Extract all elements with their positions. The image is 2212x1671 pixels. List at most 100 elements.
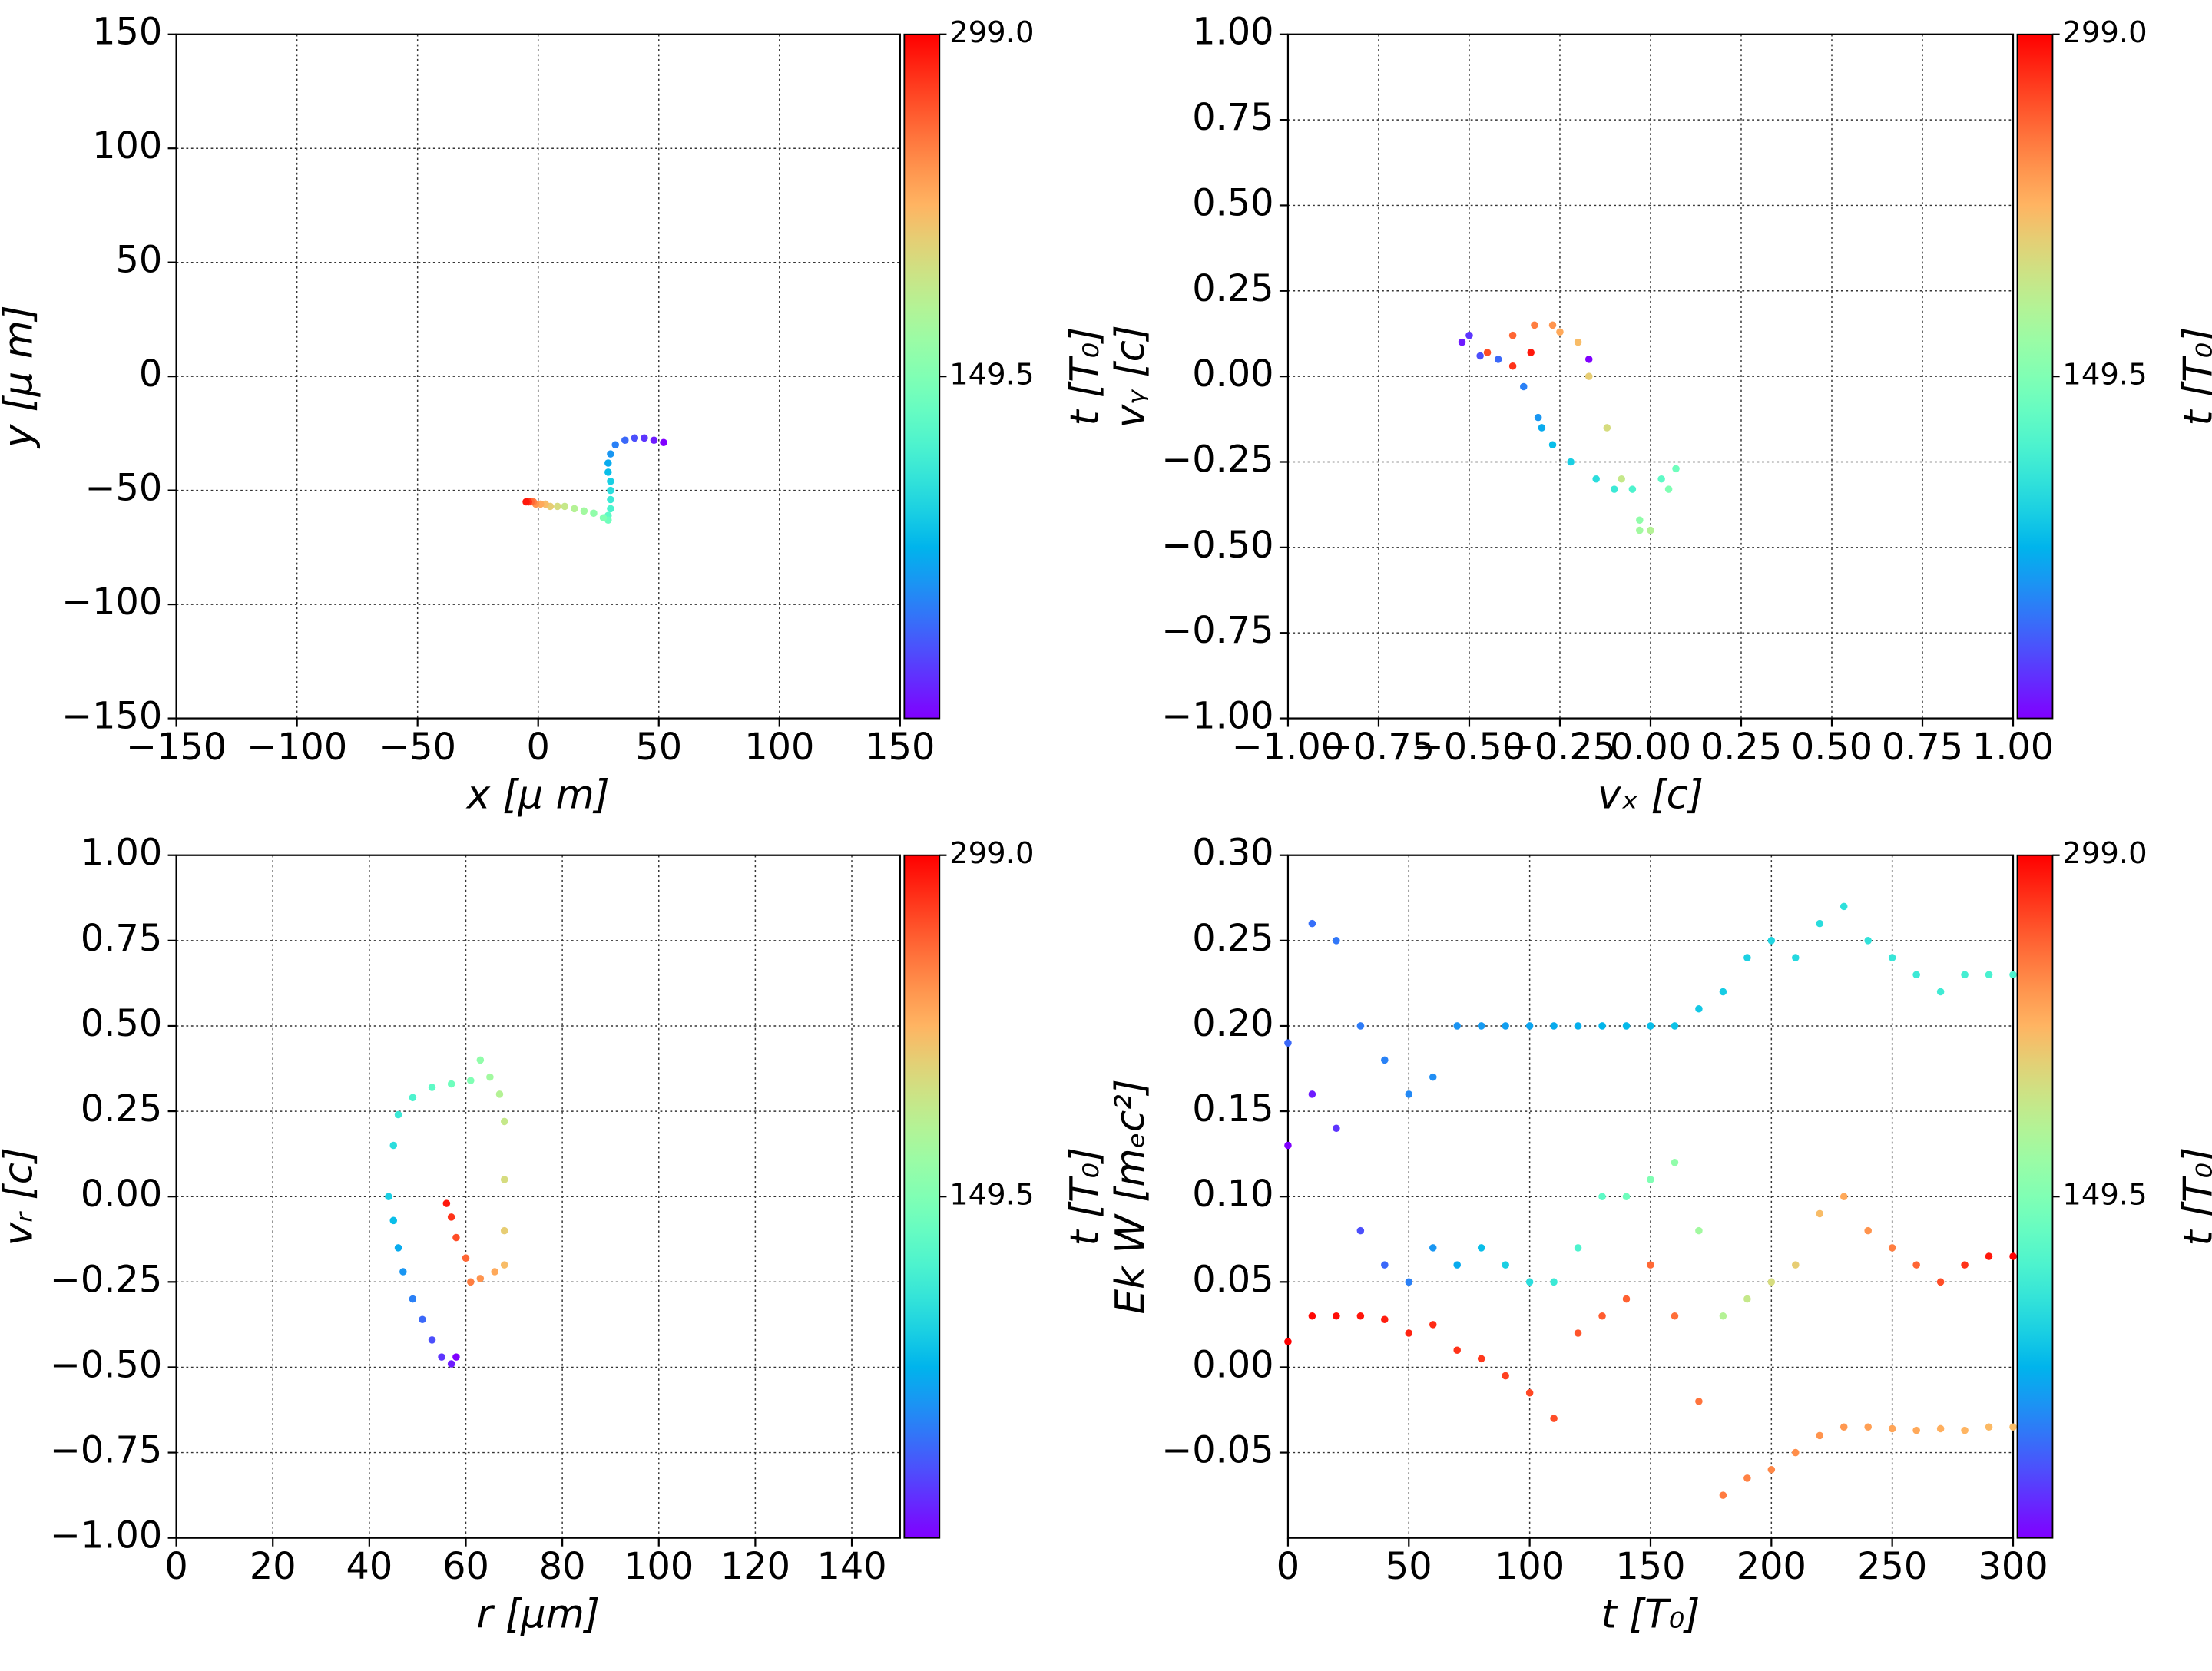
point [604,459,612,467]
y-axis-label: Ek W [mₑc²] [1108,1079,1154,1314]
point [476,1056,485,1064]
point [1912,971,1920,979]
colorbar-tick-label: 149.5 [949,1178,1034,1213]
point [1556,328,1564,336]
point [1598,1312,1606,1320]
y-tick-label: −150 [61,696,162,738]
point [1550,1022,1558,1030]
x-tick-label: −0.25 [1504,726,1616,769]
point [500,1226,508,1235]
point [1672,465,1680,473]
y-tick-label: 0.75 [1192,97,1273,139]
point [419,1315,426,1323]
x-tick-label: −0.50 [1413,726,1525,769]
point [607,505,614,513]
point [1816,1431,1824,1440]
point [1936,1278,1945,1286]
point [1308,919,1316,928]
point [447,1213,455,1221]
point [1719,1491,1727,1499]
x-tick-label: 100 [1495,1546,1565,1588]
axes-frame [1286,33,2015,720]
y-tick-label: −50 [84,468,162,510]
point [1525,1278,1534,1286]
point [1284,1141,1292,1150]
point [495,1090,504,1098]
point [1767,1278,1776,1286]
point [1494,356,1502,363]
point [1985,1252,1993,1260]
point [1618,475,1625,483]
point [1912,1261,1920,1269]
point [2009,1252,2017,1260]
point [1622,1193,1631,1200]
point [1284,1039,1292,1047]
point [1592,475,1600,483]
point [1477,1022,1485,1030]
point [1574,1329,1582,1337]
point [580,507,588,515]
point [476,1275,485,1282]
axes-frame [175,854,901,1539]
colorbar-tick-label: 299.0 [949,15,1034,50]
colorbar-tick-label: 299.0 [949,836,1034,871]
point [1695,1398,1703,1405]
point [607,477,614,485]
y-axis-label: vᵣ [c] [0,1147,42,1246]
point [1936,988,1945,996]
y-tick-label: 100 [92,125,162,167]
point [409,1295,417,1303]
colorbar-label: t [T₀] [1062,327,1108,426]
x-tick-label: 50 [1386,1546,1432,1588]
point [1429,1244,1437,1252]
x-tick-label: 0.75 [1882,726,1963,769]
point [389,1216,398,1225]
point [394,1110,402,1119]
y-axis-label: vᵧ [c] [1108,325,1154,428]
point [486,1073,494,1081]
x-tick-label: −1.00 [1232,726,1344,769]
x-axis-label: vₓ [c] [1598,772,1704,818]
point [1671,1158,1679,1166]
point [1538,424,1546,432]
colorbar [903,33,941,720]
colorbar [2016,854,2054,1539]
x-tick-label: 80 [539,1546,586,1588]
point [1864,1226,1872,1235]
x-tick-label: 0.25 [1700,726,1782,769]
colorbar-tick-label: 149.5 [949,358,1034,392]
point [1839,1423,1848,1431]
point [1743,1295,1751,1303]
point [1985,971,1993,979]
point [1534,413,1542,422]
point [1628,485,1637,493]
point [1550,1415,1558,1422]
axes-frame [175,33,901,720]
x-tick-label: 140 [816,1546,886,1588]
point [438,1353,445,1361]
point [1695,1004,1703,1013]
point [1453,1346,1461,1355]
point [428,1336,436,1344]
x-tick-label: 60 [442,1546,489,1588]
point [1333,937,1340,945]
point [660,438,667,447]
x-tick-label: −0.75 [1323,726,1435,769]
y-tick-label: −0.05 [1161,1430,1273,1472]
y-tick-label: 0.00 [1192,353,1273,395]
point [1574,1022,1582,1030]
point [1816,919,1824,928]
x-tick-label: 150 [1615,1546,1685,1588]
y-tick-label: 0.25 [1192,268,1273,310]
point [1664,485,1673,493]
y-tick-label: 150 [92,12,162,54]
point [1719,1312,1727,1320]
x-axis-label: x [μ m] [465,772,610,818]
point [1622,1022,1631,1030]
point [1636,516,1644,524]
point [1767,937,1776,945]
point [1695,1226,1703,1235]
point [1527,349,1535,356]
y-tick-label: 1.00 [81,832,162,875]
